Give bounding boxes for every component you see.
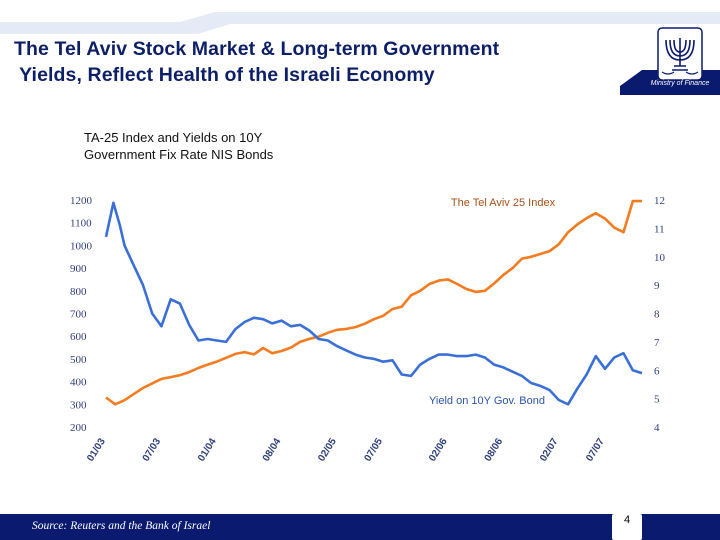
right-tick-label: 4 (654, 422, 660, 434)
title-line-2: Yields, Reflect Health of the Israeli Ec… (14, 64, 435, 86)
x-tick-label: 08/06 (483, 436, 506, 463)
x-tick-label: 07/07 (584, 436, 607, 463)
x-tick-label: 07/05 (362, 436, 385, 463)
left-tick-label: 1100 (70, 218, 92, 230)
x-tick-label: 01/03 (85, 436, 108, 463)
x-tick-label: 02/07 (538, 436, 561, 463)
index-series-label: The Tel Aviv 25 Index (451, 197, 556, 209)
right-axis-ticks: 12 11 10 9 8 7 6 5 4 (654, 195, 666, 434)
chart-subtitle-line-1: TA-25 Index and Yields on 10Y (84, 130, 263, 145)
right-tick-label: 10 (654, 252, 666, 264)
menorah-emblem-icon (657, 27, 703, 81)
yield-series-line (104, 201, 643, 406)
left-tick-label: 400 (70, 377, 87, 389)
left-tick-label: 1000 (70, 240, 93, 252)
x-tick-label: 02/06 (427, 436, 450, 463)
title-line-1: The Tel Aviv Stock Market & Long-term Go… (14, 38, 500, 60)
index-series-line (105, 199, 642, 406)
x-tick-label: 07/03 (141, 436, 164, 463)
left-tick-label: 1200 (70, 195, 93, 207)
right-tick-label: 11 (654, 223, 665, 235)
yield-series-label: Yield on 10Y Gov. Bond (429, 395, 545, 407)
right-tick-label: 5 (654, 394, 660, 406)
source-note: Source: Reuters and the Bank of Israel (32, 520, 211, 532)
left-tick-label: 700 (70, 309, 87, 321)
left-tick-label: 500 (70, 354, 87, 366)
logo-caption: Ministry of Finance (650, 80, 710, 87)
x-axis-ticks: 01/03 07/03 01/04 08/04 02/05 07/05 02/06 08/06… (85, 436, 607, 463)
footer-bar (0, 514, 720, 540)
chart-subtitle: TA-25 Index and Yields on 10Y Government… (84, 129, 273, 163)
left-tick-label: 200 (70, 422, 87, 434)
left-tick-label: 600 (70, 331, 87, 343)
right-tick-label: 8 (654, 309, 660, 321)
slide-title: The Tel Aviv Stock Market & Long-term Go… (14, 36, 654, 88)
left-tick-label: 900 (70, 263, 87, 275)
x-tick-label: 08/04 (261, 436, 284, 463)
right-tick-label: 9 (654, 280, 660, 292)
left-axis-ticks: 1200 1100 1000 900 800 700 600 500 400 300 200 (70, 195, 93, 434)
right-tick-label: 7 (654, 337, 660, 349)
chart-subtitle-line-2: Government Fix Rate NIS Bonds (84, 147, 274, 162)
x-tick-label: 02/05 (316, 436, 339, 463)
left-tick-label: 800 (70, 286, 87, 298)
page-number: 4 (612, 514, 642, 540)
right-tick-label: 12 (654, 195, 665, 207)
left-tick-label: 300 (70, 399, 87, 411)
x-tick-label: 01/04 (196, 436, 219, 463)
right-tick-label: 6 (654, 365, 660, 377)
